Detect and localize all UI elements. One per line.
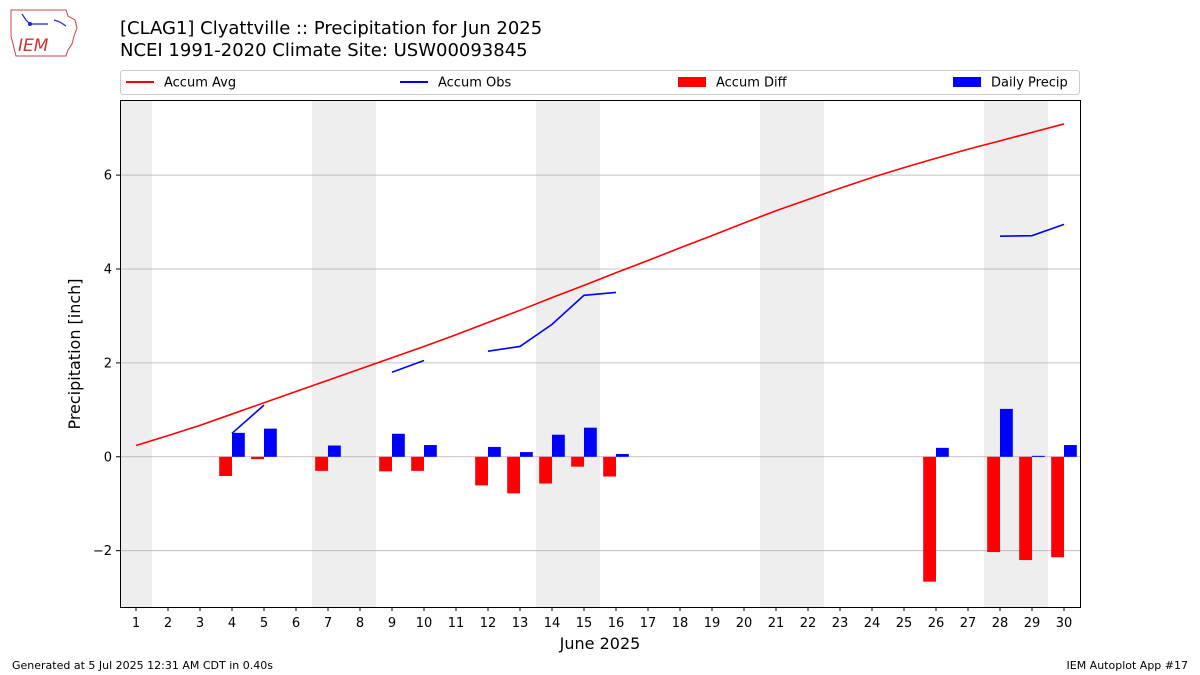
accum-diff-bar (411, 456, 424, 471)
chart-subtitle: NCEI 1991-2020 Climate Site: USW00093845 (120, 40, 528, 61)
weekend-shade (760, 100, 792, 607)
legend-label: Daily Precip (991, 76, 1068, 91)
weekend-shade (344, 100, 376, 607)
generated-timestamp: Generated at 5 Jul 2025 12:31 AM CDT in … (12, 659, 273, 672)
x-axis-ticks: 1 2 3 4 5 6 7 8 9 10 11 12 13 14 15 16 17 18 19 20 21 22 23 24 2… (132, 607, 1072, 631)
x-tick-label: 16 (608, 616, 625, 631)
x-tick-label: 11 (448, 616, 465, 631)
weekend-shading (120, 100, 1048, 607)
y-tick-label: −2 (93, 544, 112, 559)
grid-lines (120, 174, 1080, 552)
x-tick-label: 12 (480, 616, 497, 631)
accum-diff-bar (571, 456, 584, 467)
x-tick-label: 30 (1056, 616, 1073, 631)
x-tick-label: 22 (800, 616, 817, 631)
weekend-shade (792, 100, 824, 607)
accum-diff-bar (315, 456, 328, 471)
accum-diff-bar (923, 456, 936, 582)
legend-swatch-bar (678, 77, 706, 87)
plot-frame (120, 100, 1081, 608)
x-tick-label: 17 (640, 616, 657, 631)
x-axis-label: June 2025 (559, 634, 641, 653)
legend: Accum Avg Accum Obs Accum Diff Daily Precip (120, 70, 1080, 95)
y-tick-label: 0 (104, 450, 112, 465)
legend-box (120, 70, 1080, 95)
y-tick-label: 6 (104, 169, 112, 184)
daily-precip-bar (584, 427, 597, 457)
accum-diff-bar (219, 456, 232, 477)
daily-precip-bar (552, 434, 565, 457)
accum-diff-bar (251, 456, 264, 460)
x-tick-label: 18 (672, 616, 689, 631)
accum-diff-bar (987, 456, 1000, 553)
x-tick-label: 13 (512, 616, 529, 631)
chart-title: [CLAG1] Clyattville :: Precipitation for… (120, 18, 543, 39)
accum-obs-line (487, 291, 617, 352)
accum-diff-bar (379, 456, 392, 472)
line-series (135, 123, 1065, 447)
weekend-shade (120, 100, 152, 607)
daily-precip-bar (1064, 445, 1077, 457)
daily-precip-bar (616, 453, 629, 457)
daily-precip-bar (1000, 408, 1013, 457)
x-tick-label: 9 (388, 616, 396, 631)
daily-precip-bar (1032, 455, 1045, 457)
x-tick-label: 5 (260, 616, 268, 631)
x-tick-label: 24 (864, 616, 881, 631)
bar-series (219, 408, 1077, 582)
accum-obs-line (231, 404, 265, 434)
y-tick-label: 4 (104, 263, 112, 278)
x-tick-label: 4 (228, 616, 236, 631)
x-tick-label: 21 (768, 616, 785, 631)
app-id: IEM Autoplot App #17 (1066, 659, 1189, 672)
x-tick-label: 3 (196, 616, 204, 631)
iem-logo: IEM (10, 9, 78, 57)
daily-precip-bar (520, 452, 533, 457)
accum-avg-line (135, 123, 1065, 447)
y-axis-ticks: −2 0 2 4 6 (93, 169, 120, 559)
weekend-shade (312, 100, 344, 607)
daily-precip-bar (936, 447, 949, 457)
x-tick-label: 25 (896, 616, 913, 631)
x-tick-label: 19 (704, 616, 721, 631)
y-axis-label: Precipitation [inch] (65, 278, 84, 429)
x-tick-label: 23 (832, 616, 849, 631)
x-tick-label: 28 (992, 616, 1009, 631)
daily-precip-bar (424, 445, 437, 457)
accum-obs-line (999, 223, 1065, 237)
legend-label: Accum Diff (716, 76, 788, 91)
x-tick-label: 29 (1024, 616, 1041, 631)
x-tick-label: 6 (292, 616, 300, 631)
accum-obs-line (391, 359, 425, 374)
accum-diff-bar (539, 456, 552, 484)
legend-label: Accum Avg (164, 76, 236, 91)
accum-diff-bar (603, 456, 616, 477)
x-tick-label: 15 (576, 616, 593, 631)
daily-precip-bar (232, 432, 245, 457)
x-tick-label: 2 (164, 616, 172, 631)
x-tick-label: 14 (544, 616, 561, 631)
daily-precip-bar (488, 446, 501, 457)
weekend-shade (536, 100, 568, 607)
logo-text: IEM (18, 36, 49, 56)
daily-precip-bar (264, 428, 277, 457)
daily-precip-bar (392, 433, 405, 457)
accum-diff-bar (1019, 456, 1032, 561)
daily-precip-bar (328, 445, 341, 457)
legend-swatch-bar (953, 77, 981, 87)
x-tick-label: 20 (736, 616, 753, 631)
x-tick-label: 1 (132, 616, 140, 631)
legend-label: Accum Obs (438, 76, 511, 91)
x-tick-label: 10 (416, 616, 433, 631)
x-tick-label: 7 (324, 616, 332, 631)
accum-diff-bar (1051, 456, 1064, 558)
accum-diff-bar (507, 456, 520, 494)
x-tick-label: 26 (928, 616, 945, 631)
y-tick-label: 2 (104, 356, 112, 371)
weekend-shade (568, 100, 600, 607)
accum-diff-bar (475, 456, 488, 486)
x-tick-label: 8 (356, 616, 364, 631)
x-tick-label: 27 (960, 616, 977, 631)
